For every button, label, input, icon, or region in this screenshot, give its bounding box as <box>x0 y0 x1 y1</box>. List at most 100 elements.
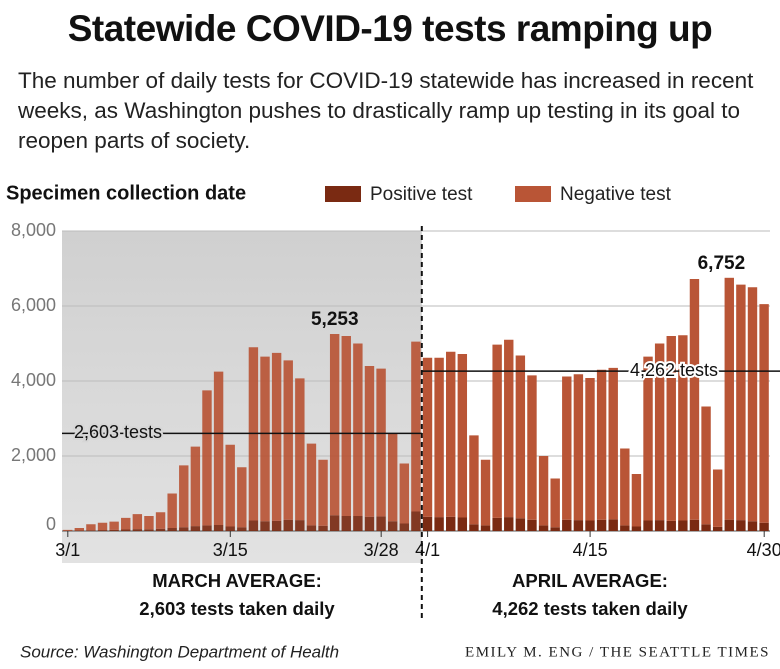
bar-segment <box>654 520 665 531</box>
x-tick-label: 3/15 <box>213 540 248 560</box>
bar-segment <box>712 469 723 527</box>
bar-segment <box>457 354 468 518</box>
bar-segment <box>86 530 96 531</box>
bar-segment <box>585 520 595 531</box>
bar-segment <box>480 459 491 526</box>
bar-segment <box>724 277 734 520</box>
bar-segment <box>446 516 456 531</box>
bar-segment <box>654 343 665 521</box>
bar-segment <box>329 515 340 531</box>
bar-segment <box>97 530 108 531</box>
x-tick-label: 4/30 <box>747 540 780 560</box>
bar-segment <box>318 459 328 526</box>
bar-segment <box>364 366 375 517</box>
bar-segment <box>643 520 653 531</box>
bar-segment <box>271 520 282 531</box>
bar-segment <box>562 519 572 531</box>
x-tick-label: 3/1 <box>55 540 80 560</box>
annotation: 6,752 <box>698 253 746 274</box>
bar-segment <box>353 343 363 516</box>
bar-segment <box>550 478 560 528</box>
bar-segment <box>260 521 270 531</box>
bar-segment <box>724 519 734 531</box>
bar-segment <box>608 519 618 531</box>
bar-segment <box>144 529 154 531</box>
bar-segment <box>562 376 572 520</box>
bar-segment <box>167 528 177 531</box>
bar-segment <box>608 367 618 520</box>
y-tick-label: 0 <box>46 514 56 534</box>
period-text: 2,603 tests taken daily <box>139 598 335 619</box>
bar-segment <box>538 456 549 526</box>
bar-segment <box>504 517 514 531</box>
bar-segment <box>329 334 340 516</box>
bar-segment <box>387 521 398 531</box>
bar-segment <box>678 335 688 521</box>
bar-segment <box>492 344 502 518</box>
average-label: 2,603 tests <box>74 422 162 442</box>
bar-segment <box>712 526 723 531</box>
bar-segment <box>202 525 212 531</box>
bar-segment <box>504 339 514 518</box>
bar-segment <box>573 520 584 531</box>
bar-segment <box>144 516 154 530</box>
bar-segment <box>573 374 584 521</box>
bar-segment <box>736 520 746 531</box>
bar-segment <box>237 467 247 528</box>
legend-label: Positive test <box>370 184 473 205</box>
bar-segment <box>167 493 177 528</box>
bar-segment <box>271 352 282 521</box>
source: Source: Washington Department of Health <box>20 642 339 661</box>
bar-segment <box>121 517 131 530</box>
bar-segment <box>260 356 270 522</box>
bar-segment <box>492 517 502 531</box>
bar-segment <box>306 443 317 526</box>
average-label: 4,262 tests <box>630 360 718 380</box>
bar-segment <box>527 375 537 520</box>
credit: EMILY M. ENG / THE SEATTLE TIMES <box>465 644 770 660</box>
bar-segment <box>225 444 235 527</box>
bar-segment <box>121 529 131 531</box>
bar-segment <box>190 526 201 531</box>
bar-segment <box>620 448 630 526</box>
x-tick-label: 4/1 <box>415 540 440 560</box>
bar-segment <box>631 526 642 531</box>
legend-swatch <box>325 186 361 202</box>
bar-segment <box>63 529 73 531</box>
bar-segment <box>190 446 201 527</box>
bar-segment <box>701 406 711 525</box>
bar-segment <box>283 519 293 531</box>
bar-segment <box>422 357 433 517</box>
legend-label: Negative test <box>560 184 672 205</box>
bar-segment <box>202 390 212 526</box>
bar-segment <box>387 433 398 522</box>
bar-segment <box>666 336 676 521</box>
bar-segment <box>132 529 143 531</box>
bar-segment <box>759 522 769 531</box>
bar-segment <box>643 356 653 521</box>
bar-segment <box>689 279 700 520</box>
y-tick-label: 4,000 <box>11 370 56 390</box>
bar-segment <box>155 528 166 531</box>
bar-segment <box>411 341 421 512</box>
bar-segment <box>399 463 409 524</box>
annotation: 5,253 <box>311 309 359 330</box>
bar-segment <box>179 527 189 531</box>
bar-segment <box>295 378 305 521</box>
bar-segment <box>678 520 688 531</box>
bar-segment <box>469 524 479 531</box>
bar-segment <box>515 518 526 531</box>
bar-segment <box>689 519 700 531</box>
bar-segment <box>585 378 595 521</box>
bar-segment <box>237 527 247 531</box>
y-tick-label: 8,000 <box>11 220 56 240</box>
x-axis-title: Specimen collection date <box>6 182 246 204</box>
bar-segment <box>411 511 421 531</box>
bar-segment <box>469 435 479 525</box>
bar-segment <box>538 525 549 531</box>
bar-segment <box>283 360 293 520</box>
bar-segment <box>132 514 143 530</box>
bar-segment <box>434 357 444 518</box>
